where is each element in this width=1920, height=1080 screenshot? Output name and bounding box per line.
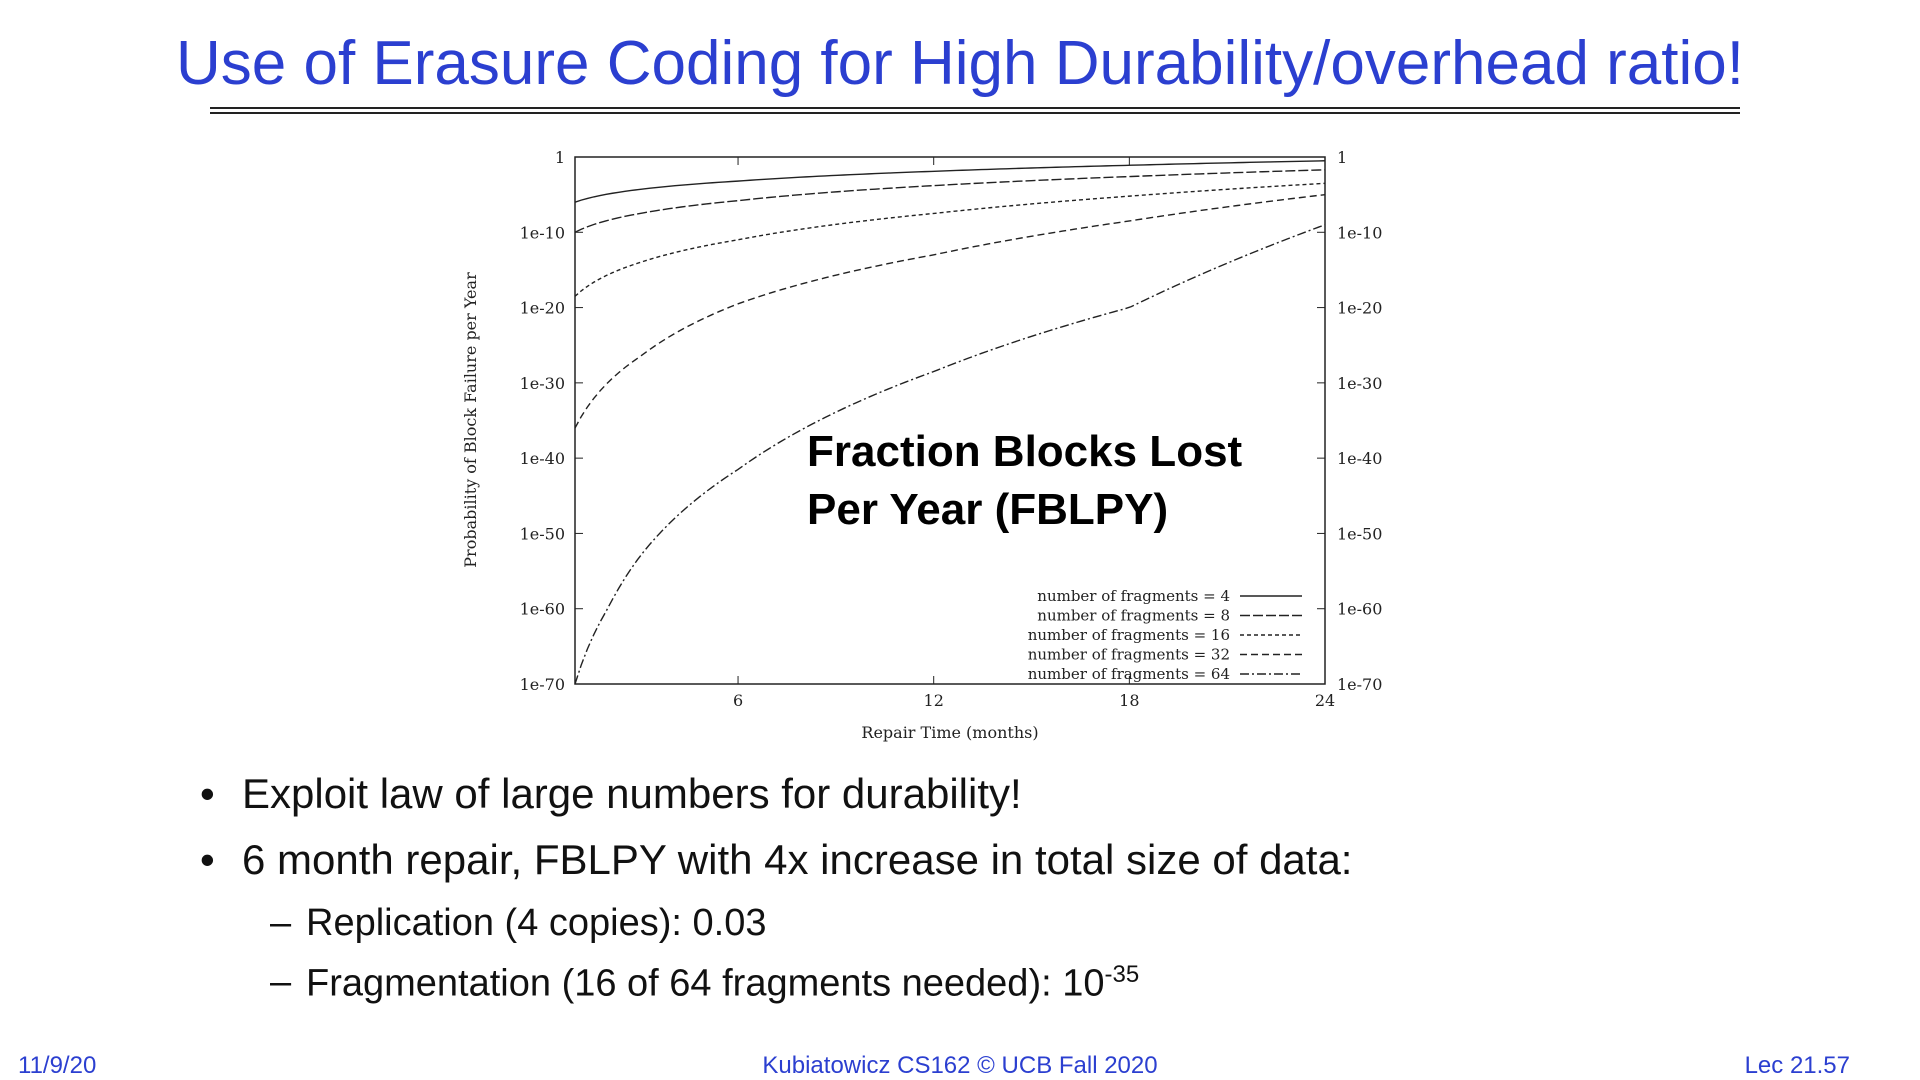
bullet-list: Exploit law of large numbers for durabil… bbox=[200, 770, 1352, 1022]
superscript-exponent: -35 bbox=[1104, 961, 1140, 988]
plot-area-frame bbox=[574, 156, 1326, 685]
sub-bullet-text: Replication (4 copies): 0.03 bbox=[306, 902, 767, 944]
series-line bbox=[574, 169, 1326, 233]
y-tick-label-right: 1e-70 bbox=[1337, 675, 1382, 694]
y-tick-label: 1e-50 bbox=[520, 524, 565, 543]
overlay-title-line1: Fraction Blocks Lost bbox=[807, 427, 1243, 476]
title-underline-second bbox=[210, 112, 1740, 114]
series-line bbox=[574, 160, 1326, 203]
y-tick-label-right: 1e-60 bbox=[1337, 600, 1382, 619]
x-tick-label: 18 bbox=[1119, 691, 1139, 710]
y-tick-label: 1e-60 bbox=[520, 600, 565, 619]
slide-title: Use of Erasure Coding for High Durabilit… bbox=[176, 29, 1744, 98]
y-tick-label-right: 1 bbox=[1337, 148, 1347, 167]
sub-bullet-dash: – bbox=[270, 961, 292, 1003]
footer-date: 11/9/20 bbox=[18, 1052, 97, 1079]
bullet-text: Exploit law of large numbers for durabil… bbox=[242, 770, 1022, 817]
footer-center: Kubiatowicz CS162 © UCB Fall 2020 bbox=[762, 1052, 1158, 1079]
y-tick-label: 1e-40 bbox=[520, 449, 565, 468]
bullet-text: 6 month repair, FBLPY with 4x increase i… bbox=[242, 836, 1353, 883]
sub-bullet-item: – Fragmentation (16 of 64 fragments neede… bbox=[200, 961, 1352, 1006]
y-axis-label: Probability of Block Failure per Year bbox=[461, 272, 480, 568]
y-tick-label: 1e-10 bbox=[520, 223, 565, 242]
sub-bullet-dash: – bbox=[270, 902, 292, 944]
y-tick-label: 1e-20 bbox=[520, 299, 565, 318]
title-underline bbox=[210, 107, 1740, 109]
legend-entry-label: number of fragments = 64 bbox=[1028, 665, 1230, 683]
y-tick-label: 1e-70 bbox=[520, 675, 565, 694]
y-tick-label-right: 1e-20 bbox=[1337, 299, 1382, 318]
series-line bbox=[574, 182, 1326, 297]
legend-entry-label: number of fragments = 16 bbox=[1028, 626, 1230, 644]
y-tick-label-right: 1e-10 bbox=[1337, 223, 1382, 242]
series-line bbox=[574, 224, 1326, 685]
x-tick-label: 24 bbox=[1315, 691, 1335, 710]
sub-bullet-item: – Replication (4 copies): 0.03 bbox=[200, 902, 1352, 945]
sub-bullet-text: Fragmentation (16 of 64 fragments needed… bbox=[306, 962, 1105, 1005]
bullet-item: 6 month repair, FBLPY with 4x increase i… bbox=[200, 836, 1352, 884]
chart-legend: number of fragments = 4 number of fragmen… bbox=[1028, 587, 1302, 683]
x-tick-label: 12 bbox=[924, 691, 944, 710]
series-line bbox=[574, 193, 1326, 429]
footer-page-number: Lec 21.57 bbox=[1744, 1052, 1850, 1079]
legend-entry-label: number of fragments = 32 bbox=[1028, 646, 1230, 664]
overlay-title-line2: Per Year (FBLPY) bbox=[807, 485, 1168, 534]
fblpy-chart: 1 1e-10 1e-20 1e-30 1e-40 1e-50 1e-60 1e-70 1 1e… bbox=[461, 148, 1382, 742]
x-axis-label: Repair Time (months) bbox=[861, 723, 1038, 742]
x-tick-label: 6 bbox=[733, 691, 743, 710]
y-tick-label-right: 1e-40 bbox=[1337, 449, 1382, 468]
legend-entry-label: number of fragments = 8 bbox=[1037, 607, 1230, 625]
y-tick-label: 1 bbox=[555, 148, 565, 167]
y-tick-label-right: 1e-50 bbox=[1337, 524, 1382, 543]
bullet-item: Exploit law of large numbers for durabil… bbox=[200, 770, 1352, 818]
y-tick-label: 1e-30 bbox=[520, 374, 565, 393]
legend-entry-label: number of fragments = 4 bbox=[1037, 587, 1230, 605]
y-tick-label-right: 1e-30 bbox=[1337, 374, 1382, 393]
